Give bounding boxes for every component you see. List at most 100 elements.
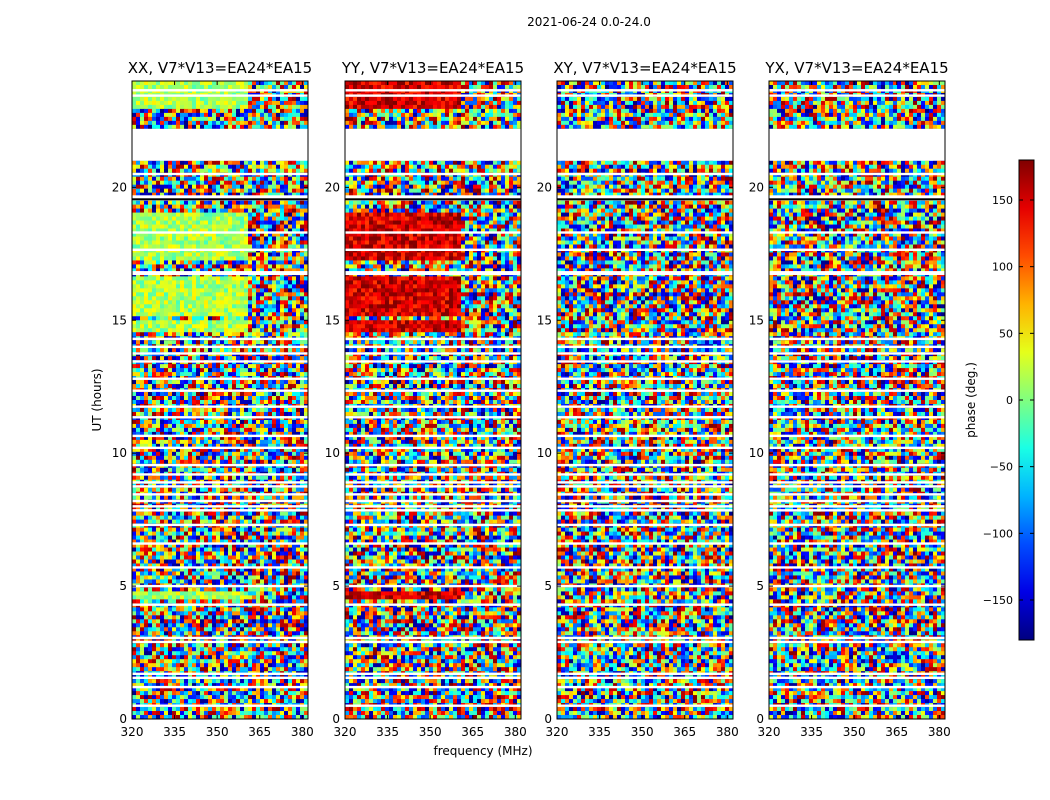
flagged-line: [132, 352, 308, 354]
flagged-line: [132, 500, 308, 502]
y-tick-label: 15: [112, 313, 127, 327]
flagged-line: [132, 566, 308, 568]
flagged-line: [769, 346, 945, 348]
flagged-line: [769, 493, 945, 495]
panel-title: XY, V7*V13=EA24*EA15: [553, 59, 736, 77]
flagged-line: [345, 89, 521, 91]
flagged-line: [769, 686, 945, 688]
flagged-line: [769, 505, 945, 507]
flag-edge-line: [769, 198, 945, 200]
flagged-line: [132, 524, 308, 526]
y-tick-label: 0: [332, 712, 340, 726]
flagged-line: [557, 673, 733, 675]
flagged-line: [345, 389, 521, 391]
flagged-line: [769, 447, 945, 449]
panel-1: YY, V7*V13=EA24*EA15320 335 350 365 38005101…: [325, 59, 527, 739]
flagged-line: [557, 705, 733, 707]
flagged-line: [132, 447, 308, 449]
flagged-line: [769, 677, 945, 679]
flagged-line: [345, 447, 521, 449]
flagged-line: [345, 566, 521, 568]
flag-edge-line: [132, 198, 308, 200]
y-tick-label: 10: [749, 446, 764, 460]
flagged-line: [132, 509, 308, 511]
y-axis-label: UT (hours): [90, 368, 104, 431]
flagged-line: [769, 360, 945, 362]
y-tick-label: 10: [325, 446, 340, 460]
x-tick-label: 350: [419, 725, 442, 739]
flagged-range: [132, 271, 308, 275]
flagged-line: [345, 338, 521, 340]
flagged-line: [557, 524, 733, 526]
x-tick-label: 365: [885, 725, 908, 739]
flagged-line: [557, 500, 733, 502]
flagged-line: [345, 473, 521, 475]
x-axis-label: frequency (MHz): [433, 744, 532, 758]
flagged-range: [557, 271, 733, 275]
flagged-line: [557, 346, 733, 348]
flagged-line: [557, 389, 733, 391]
flagged-line: [132, 405, 308, 407]
flagged-line: [557, 542, 733, 544]
flagged-line: [557, 338, 733, 340]
flagged-line: [132, 435, 308, 437]
flagged-line: [132, 346, 308, 348]
x-tick-label: 365: [248, 725, 271, 739]
flagged-line: [769, 542, 945, 544]
flagged-line: [769, 435, 945, 437]
flagged-line: [132, 637, 308, 639]
x-tick-label: 350: [206, 725, 229, 739]
y-tick-label: 0: [756, 712, 764, 726]
flagged-line: [557, 249, 733, 251]
flagged-line: [132, 493, 308, 495]
flagged-line: [557, 603, 733, 605]
flagged-line: [132, 603, 308, 605]
flagged-line: [345, 231, 521, 233]
x-tick-label: 350: [843, 725, 866, 739]
flagged-line: [769, 524, 945, 526]
flagged-line: [557, 493, 733, 495]
flagged-line: [345, 352, 521, 354]
flagged-line: [345, 705, 521, 707]
y-tick-label: 5: [332, 579, 340, 593]
flagged-line: [132, 585, 308, 587]
flagged-line: [345, 416, 521, 418]
x-tick-label: 335: [588, 725, 611, 739]
flagged-line: [345, 500, 521, 502]
flagged-line: [345, 641, 521, 643]
flagged-line: [345, 435, 521, 437]
y-tick-label: 10: [112, 446, 127, 460]
flagged-line: [769, 464, 945, 466]
flagged-line: [557, 509, 733, 511]
flagged-line: [345, 485, 521, 487]
flagged-line: [345, 405, 521, 407]
x-tick-label: 335: [800, 725, 823, 739]
flagged-line: [769, 89, 945, 91]
flagged-line: [345, 509, 521, 511]
flagged-line: [132, 360, 308, 362]
flagged-line: [132, 416, 308, 418]
flagged-line: [557, 464, 733, 466]
flagged-line: [557, 173, 733, 175]
flagged-line: [769, 673, 945, 675]
y-tick-label: 15: [749, 313, 764, 327]
flagged-line: [769, 637, 945, 639]
flagged-line: [345, 464, 521, 466]
flagged-line: [132, 378, 308, 380]
flagged-line: [769, 249, 945, 251]
colorbar-tick-label: 0: [1006, 394, 1013, 407]
panel-title: YY, V7*V13=EA24*EA15: [341, 59, 524, 77]
flagged-line: [345, 524, 521, 526]
flagged-line: [132, 94, 308, 96]
flagged-line: [769, 231, 945, 233]
flagged-line: [557, 447, 733, 449]
x-tick-label: 365: [673, 725, 696, 739]
flagged-line: [132, 542, 308, 544]
flag-edge-line: [557, 198, 733, 200]
flagged-line: [345, 673, 521, 675]
panel-title: YX, V7*V13=EA24*EA15: [764, 59, 948, 77]
flagged-line: [557, 405, 733, 407]
colorbar-tick-label: −100: [983, 527, 1013, 540]
heatmap-cells: [557, 81, 733, 719]
flagged-line: [769, 509, 945, 511]
